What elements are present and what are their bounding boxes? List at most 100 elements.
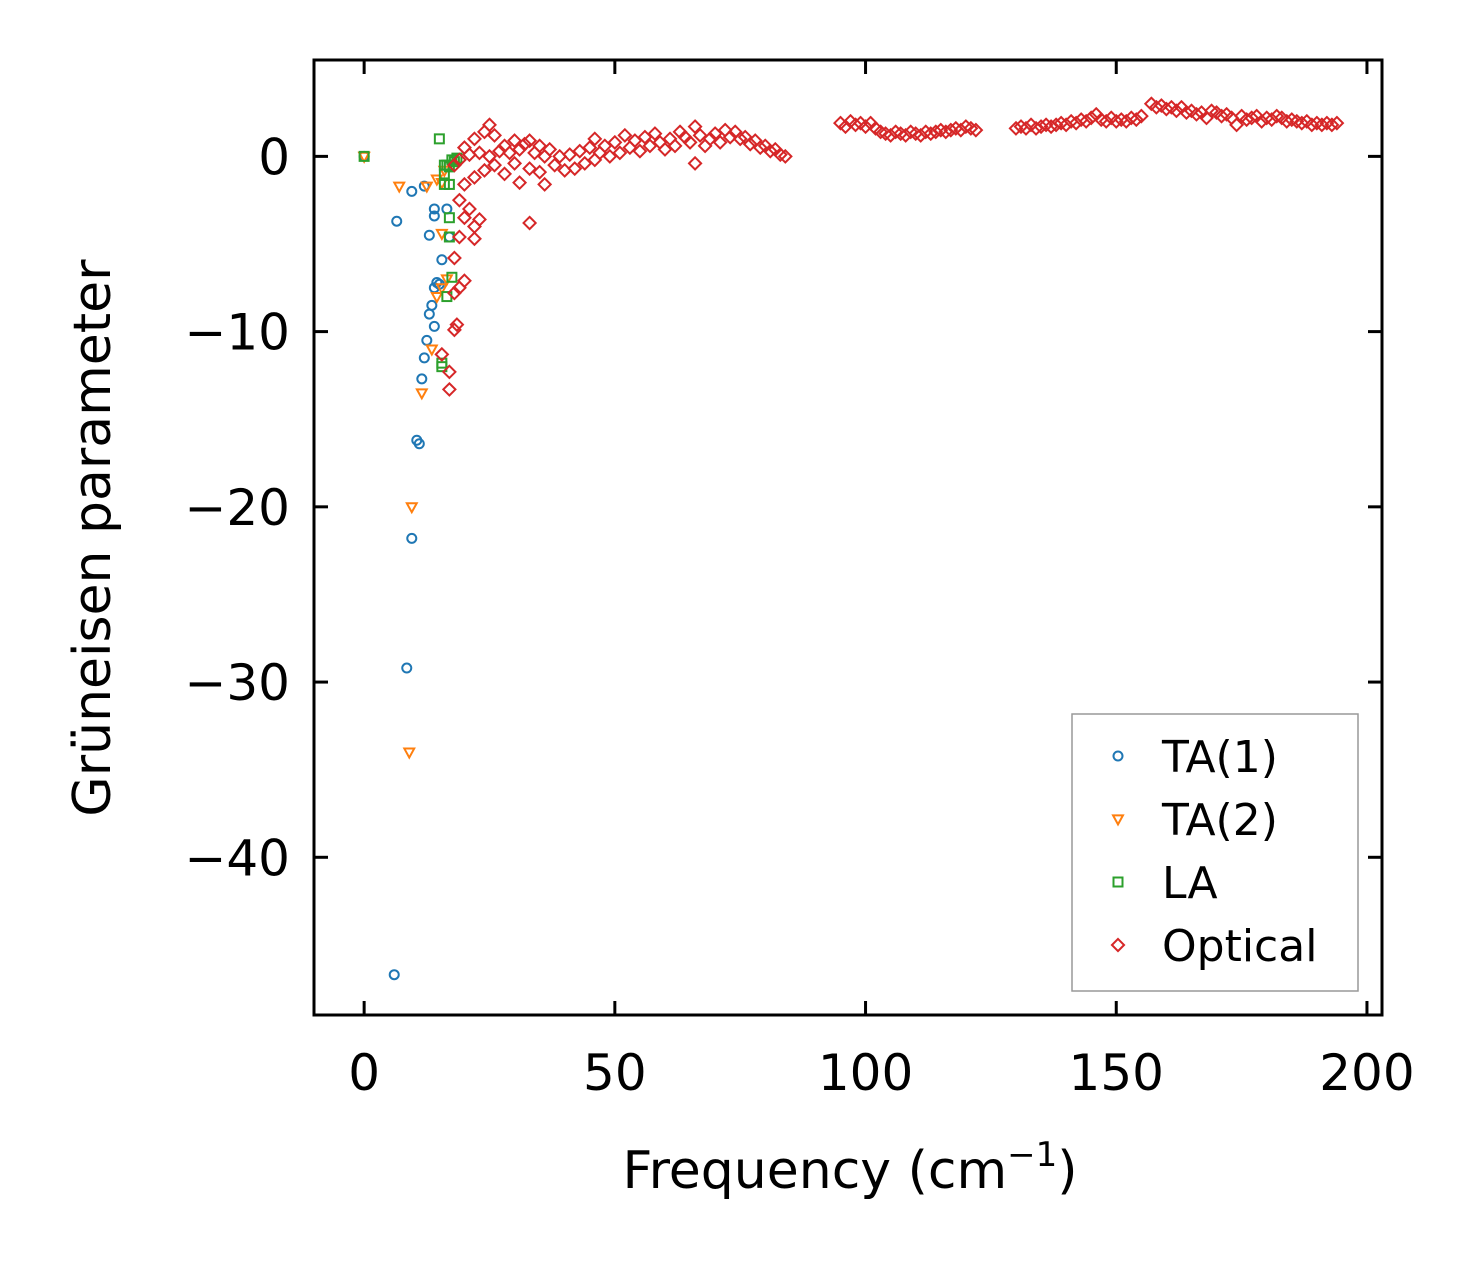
data-point bbox=[1033, 119, 1049, 135]
x-tick-label: 200 bbox=[1319, 1044, 1414, 1102]
data-point bbox=[451, 152, 467, 168]
data-point bbox=[446, 250, 462, 266]
data-point bbox=[1244, 110, 1260, 126]
data-point bbox=[1294, 115, 1310, 131]
data-point bbox=[532, 138, 548, 154]
data-point bbox=[687, 155, 703, 171]
data-point bbox=[443, 212, 455, 224]
x-axis-label: Frequency (cm−1) bbox=[622, 1135, 1077, 1201]
series-optical bbox=[434, 96, 1345, 397]
axis-ticks: 0 50 100 150 200 0 −10 −20 −30 −40 bbox=[184, 60, 1415, 1102]
data-point bbox=[388, 969, 400, 981]
data-point bbox=[532, 164, 548, 180]
data-point bbox=[928, 124, 944, 140]
data-point bbox=[762, 143, 778, 159]
data-point bbox=[358, 150, 370, 162]
legend-marker bbox=[1112, 876, 1124, 888]
y-tick-label: 0 bbox=[258, 128, 290, 186]
data-point bbox=[632, 143, 648, 159]
data-point bbox=[415, 388, 429, 401]
x-tick-label: 0 bbox=[348, 1044, 380, 1102]
data-point bbox=[702, 131, 718, 147]
data-point bbox=[1324, 117, 1340, 133]
plot-frame bbox=[312, 58, 1384, 1017]
data-point bbox=[425, 344, 439, 357]
data-point bbox=[435, 283, 449, 296]
data-point bbox=[443, 178, 455, 190]
data-point bbox=[1229, 117, 1245, 133]
data-point bbox=[1214, 108, 1230, 124]
data-point bbox=[434, 346, 450, 362]
data-point bbox=[391, 215, 403, 227]
data-point bbox=[418, 352, 430, 364]
data-point bbox=[943, 122, 959, 138]
data-point bbox=[436, 254, 448, 266]
data-point bbox=[1083, 110, 1099, 126]
data-point bbox=[1168, 103, 1184, 119]
data-point bbox=[423, 308, 435, 320]
data-point bbox=[522, 133, 538, 149]
data-point bbox=[1314, 117, 1330, 133]
data-point bbox=[722, 129, 738, 145]
legend-label: TA(2) bbox=[1161, 795, 1278, 846]
data-point bbox=[433, 133, 445, 145]
plot-marks bbox=[357, 96, 1345, 981]
data-point bbox=[405, 502, 419, 515]
data-point bbox=[682, 134, 698, 150]
data-point bbox=[582, 140, 598, 156]
y-tick-label: −20 bbox=[184, 479, 290, 537]
data-point bbox=[456, 176, 472, 192]
data-point bbox=[451, 192, 467, 208]
legend-marker bbox=[1111, 814, 1125, 827]
data-point bbox=[617, 127, 633, 143]
data-point bbox=[402, 747, 416, 760]
legend-label: LA bbox=[1162, 858, 1218, 909]
data-point bbox=[1008, 120, 1024, 136]
data-point bbox=[471, 211, 487, 227]
data-point bbox=[406, 185, 418, 197]
y-tick-label: −40 bbox=[184, 829, 290, 887]
data-point bbox=[428, 320, 440, 332]
data-point bbox=[567, 161, 583, 177]
data-point bbox=[476, 162, 492, 178]
data-point bbox=[466, 131, 482, 147]
data-point bbox=[436, 357, 448, 369]
legend: TA(1) TA(2) LA Optical bbox=[1071, 713, 1359, 992]
data-point bbox=[512, 175, 528, 191]
data-point bbox=[522, 161, 538, 177]
data-point bbox=[1133, 108, 1149, 124]
legend-label: Optical bbox=[1162, 921, 1317, 972]
data-point bbox=[471, 145, 487, 161]
data-point bbox=[392, 181, 406, 194]
data-point bbox=[466, 231, 482, 247]
data-point bbox=[777, 148, 793, 164]
data-point bbox=[497, 166, 513, 182]
data-point bbox=[413, 438, 425, 450]
data-point bbox=[482, 148, 497, 164]
data-point bbox=[406, 532, 418, 544]
data-point bbox=[1128, 112, 1144, 128]
data-point bbox=[537, 176, 553, 192]
data-point bbox=[487, 157, 502, 173]
data-point bbox=[461, 201, 477, 217]
data-point bbox=[667, 138, 683, 154]
x-tick-label: 150 bbox=[1069, 1044, 1164, 1102]
data-point bbox=[482, 117, 497, 133]
x-tick-label: 100 bbox=[818, 1044, 913, 1102]
data-point bbox=[732, 131, 748, 147]
data-point bbox=[587, 131, 603, 147]
data-point bbox=[1304, 117, 1320, 133]
data-point bbox=[438, 168, 450, 180]
data-point bbox=[446, 285, 462, 301]
data-point bbox=[492, 143, 508, 159]
data-point bbox=[512, 141, 528, 157]
data-point bbox=[416, 373, 428, 385]
data-point bbox=[449, 317, 465, 333]
legend-marker bbox=[1110, 937, 1126, 953]
data-point bbox=[522, 215, 538, 231]
data-point bbox=[441, 364, 457, 380]
data-point bbox=[1078, 113, 1094, 129]
data-point bbox=[401, 662, 413, 674]
